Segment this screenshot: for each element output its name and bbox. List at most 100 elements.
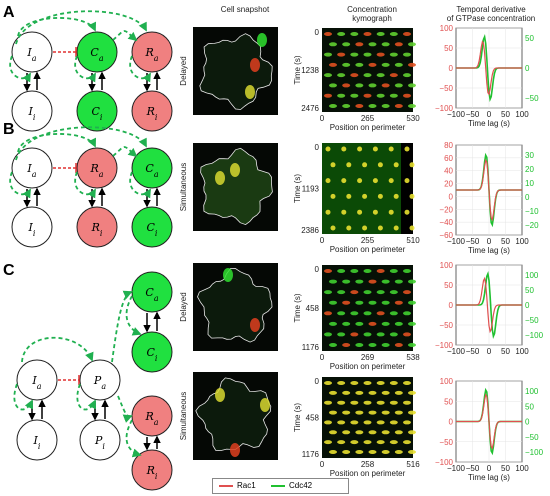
kymo-3-blob-7-5	[394, 450, 403, 454]
kymo-2-blob-1-3	[368, 279, 377, 284]
legend-rac1-swatch	[219, 485, 233, 487]
kymo-2-blob-2-0	[324, 290, 332, 295]
deriv-2-ltick-4: −100	[435, 341, 454, 350]
kymo-0-blob-2-1	[337, 52, 346, 57]
kymo-1-blob-2-5	[404, 178, 410, 184]
network-c-node-ii-circle	[16, 419, 58, 461]
network-1-node-top-1-circle	[76, 147, 118, 189]
kymo-3-blob-7-1	[342, 450, 351, 454]
kymo-3-xtick-2: 516	[406, 460, 420, 469]
deriv-1-xtick-1: −50	[466, 237, 480, 246]
deriv-1-rtick-1: 20	[525, 165, 534, 174]
kymo-1-blob-0-5	[404, 146, 410, 152]
kymo-0-blob-2-6	[403, 52, 411, 57]
kymo-2-blob-4-6	[403, 311, 411, 316]
deriv-1-rtick-2: 10	[525, 179, 534, 188]
kymo-2-blob-7-6	[408, 343, 416, 347]
kymo-2-blob-4-1	[337, 311, 346, 316]
kymo-0-blob-7-0	[329, 104, 337, 108]
kymo-3-ytick-2: 1176	[302, 450, 320, 459]
network-1-node-bottom-2-label: Ci	[147, 221, 158, 238]
network-1-node-top-2-circle	[131, 147, 173, 189]
kymo-2-xlabel: Position on perimeter	[330, 362, 406, 371]
snapshot-0-spot-2	[257, 33, 267, 47]
kymo-0-blob-5-4	[381, 83, 390, 88]
kymo-3-blob-4-6	[403, 420, 411, 425]
kymo-1-xtick-0: 0	[320, 236, 325, 245]
network-c-node-ri-label: Ri	[146, 464, 158, 481]
kymo-2-blob-0-3	[363, 269, 372, 273]
kymo-1-blob-5-5	[409, 225, 415, 231]
network-1-node-top-0-circle	[11, 147, 53, 189]
kymo-0-blob-3-0	[329, 62, 337, 67]
kymo-2-blob-2-2	[350, 290, 359, 295]
kymo-1-blob-5-4	[393, 225, 399, 231]
kymo-2-blob-5-1	[342, 321, 351, 326]
snapshot-2-condition-label: Delayed	[179, 292, 188, 321]
kymo-2-blob-4-0	[324, 311, 332, 316]
kymo-0-blob-1-0	[329, 42, 337, 47]
panel-letter-c: C	[3, 262, 15, 279]
kymo-2-blob-7-5	[394, 343, 403, 347]
kymo-1-blob-0-2	[357, 146, 363, 152]
network-1-dash-self-1	[74, 171, 96, 199]
kymo-2-xtick-2: 538	[406, 353, 420, 362]
kymo-1-bg	[322, 143, 413, 234]
kymo-1-blob-2-3	[372, 178, 378, 184]
network-1-dash-top-a	[17, 133, 96, 153]
deriv-2-rtick-3: −50	[525, 316, 539, 325]
network-1-node-bottom-0-circle	[11, 206, 53, 248]
kymo-0-blob-5-3	[368, 83, 377, 88]
kymo-3-blob-1-3	[368, 390, 377, 395]
kymo-3-blob-3-2	[355, 410, 364, 415]
kymo-2-blob-6-1	[337, 332, 346, 337]
snapshot-0-condition-label: Delayed	[179, 56, 188, 85]
kymo-1-blob-0-4	[388, 146, 394, 152]
kymo-2-blob-1-6	[408, 279, 416, 284]
network-1-node-bottom-1-circle	[76, 206, 118, 248]
deriv-1-ltick-0: 80	[444, 141, 453, 150]
kymo-0-blob-4-6	[403, 73, 411, 78]
snapshot-3-spot-2	[230, 443, 240, 457]
kymo-1-ytick-0: 0	[315, 143, 320, 152]
kymo-2-blob-1-4	[381, 279, 390, 284]
kymo-1-edge	[401, 143, 413, 234]
deriv-1-xtick-0: −100	[447, 237, 466, 246]
kymo-2-blob-6-4	[376, 332, 385, 337]
deriv-1-ltick-7: −60	[439, 231, 453, 240]
kymo-0-blob-2-5	[389, 52, 398, 57]
network-c-node-pi-circle	[79, 419, 121, 461]
deriv-3-rtick-2: 0	[525, 418, 530, 427]
kymo-3-blob-1-5	[394, 390, 403, 395]
deriv-2-xtick-4: 100	[515, 347, 529, 356]
kymo-0-blob-6-6	[403, 93, 411, 98]
kymo-1-blob-1-1	[346, 162, 352, 168]
network-c-node-pa-circle	[79, 359, 121, 401]
kymo-2-xtick-0: 0	[320, 353, 325, 362]
kymo-3-blob-5-4	[381, 430, 390, 435]
deriv-3-rtick-3: −50	[525, 433, 539, 442]
header-cell-snapshot: Cell snapshot	[220, 5, 270, 14]
deriv-2-rtick-0: 100	[525, 271, 539, 280]
kymo-0-blob-3-6	[408, 62, 416, 67]
kymo-3-blob-3-0	[329, 410, 337, 415]
kymo-1-blob-3-4	[393, 193, 399, 199]
deriv-0-ltick-2: 0	[449, 64, 454, 73]
network-0-node-top-2-label: Ra	[144, 46, 158, 63]
kymo-0-blob-1-4	[381, 42, 390, 47]
kymo-3-blob-6-2	[350, 440, 359, 445]
kymo-2-blob-7-1	[342, 343, 351, 347]
kymo-0-blob-5-0	[329, 83, 337, 88]
kymo-3-blob-1-2	[355, 390, 364, 395]
kymo-2-blob-1-0	[329, 279, 337, 284]
kymo-3-blob-5-6	[408, 430, 416, 435]
kymo-0-ytick-0: 0	[315, 28, 320, 37]
kymo-0-blob-4-4	[376, 73, 385, 78]
network-c-node-ia-label: Ia	[31, 374, 41, 391]
deriv-1-xtick-3: 50	[501, 237, 510, 246]
kymo-0-blob-5-5	[394, 83, 403, 88]
kymo-0-blob-0-4	[376, 32, 385, 36]
network-0-node-top-0-label: Ia	[26, 46, 36, 63]
kymo-2-blob-1-2	[355, 279, 364, 284]
kymo-3-blob-0-1	[337, 381, 346, 385]
